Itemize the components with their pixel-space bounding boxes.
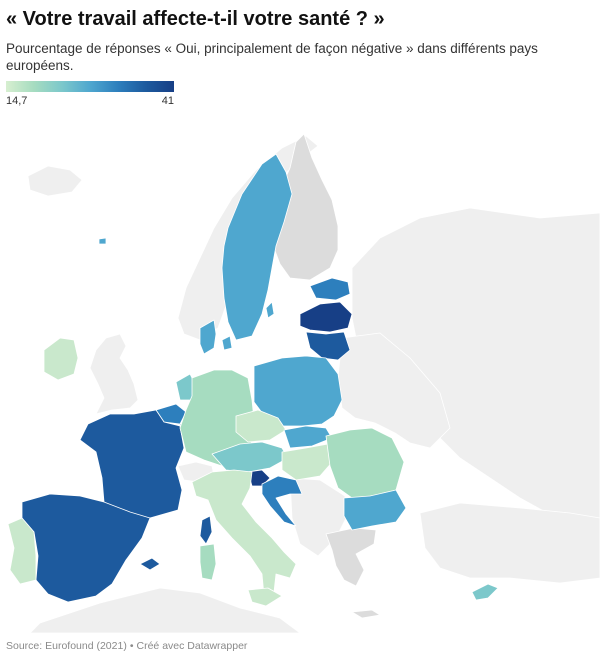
region-czechia xyxy=(235,409,287,443)
region-portugal xyxy=(7,517,37,585)
region-hungary xyxy=(281,443,335,481)
region-balearics xyxy=(139,557,161,571)
region-spain xyxy=(21,493,151,603)
region-sweden xyxy=(221,153,293,341)
region-italy xyxy=(191,469,297,597)
chart-footer: Source: Eurofound (2021) • Créé avec Dataw… xyxy=(6,640,247,652)
legend-min-label: 14,7 xyxy=(6,95,28,107)
region-north-africa xyxy=(29,587,301,633)
region-faroe xyxy=(98,237,107,245)
region-lithuania xyxy=(305,331,351,361)
chart-title: « Votre travail affecte-t-il votre santé… xyxy=(6,8,385,30)
region-crete xyxy=(351,609,381,619)
region-ukraine-belarus xyxy=(337,332,451,449)
legend-max-label: 41 xyxy=(161,95,174,107)
region-france xyxy=(79,409,185,519)
region-cyprus xyxy=(471,583,499,601)
source-note: Source: Eurofound (2021) xyxy=(6,640,127,652)
legend-gradient-bar xyxy=(6,81,174,92)
region-corsica xyxy=(199,515,213,545)
region-croatia xyxy=(261,475,303,527)
region-zealand xyxy=(221,335,233,351)
region-sicily xyxy=(247,587,283,607)
region-gotland xyxy=(265,301,275,319)
credit-link[interactable]: Créé avec Datawrapper xyxy=(136,640,248,652)
region-iceland xyxy=(27,165,83,197)
region-denmark xyxy=(199,319,217,355)
region-romania xyxy=(325,427,405,499)
region-turkey xyxy=(419,502,600,584)
region-bulgaria xyxy=(343,489,407,531)
region-ireland xyxy=(43,337,79,381)
region-latvia xyxy=(299,301,353,333)
region-uk xyxy=(89,333,139,415)
color-legend: 14,7 41 xyxy=(6,81,174,111)
region-sardinia xyxy=(199,543,217,581)
footer-separator: • xyxy=(129,640,134,652)
chart-subtitle: Pourcentage de réponses « Oui, principal… xyxy=(6,41,538,73)
region-estonia xyxy=(309,277,351,301)
europe-map xyxy=(7,133,600,633)
region-greece xyxy=(325,527,377,587)
